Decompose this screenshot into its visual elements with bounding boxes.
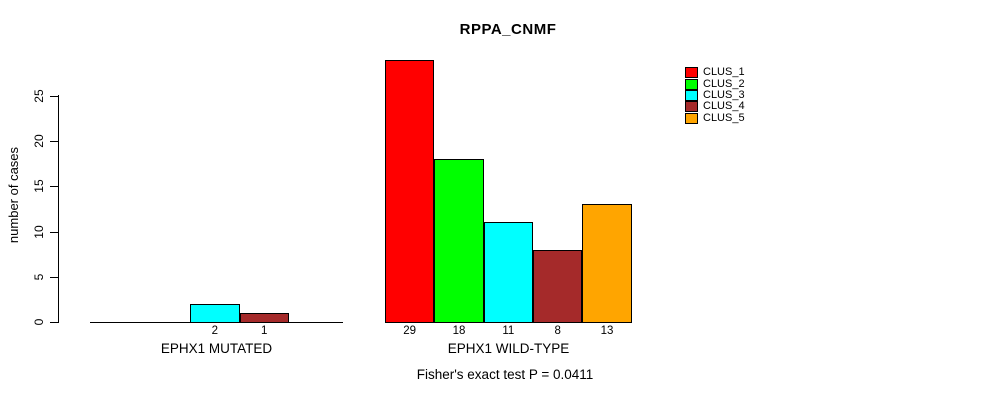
y-axis-tick-20 bbox=[50, 141, 58, 142]
bar-count-clus-5-ephx1-wild-type: 13 bbox=[600, 325, 614, 337]
bar-clus-2-ephx1-wild-type bbox=[434, 159, 484, 323]
legend-row-clus-2: CLUS_2 bbox=[685, 77, 745, 90]
y-tick-label-10: 10 bbox=[32, 224, 46, 239]
bar-count-clus-3-ephx1-mutated: 2 bbox=[211, 325, 219, 337]
bar-count-clus-1-ephx1-wild-type: 29 bbox=[403, 325, 417, 337]
y-axis-tick-5 bbox=[50, 276, 58, 278]
bar-count-clus-4-ephx1-wild-type: 8 bbox=[554, 325, 561, 337]
y-tick-label-5: 5 bbox=[32, 273, 46, 281]
bar-clus-5-ephx1-wild-type bbox=[582, 204, 632, 323]
bar-count-clus-4-ephx1-mutated: 1 bbox=[261, 325, 268, 337]
y-axis-title: number of cases bbox=[6, 146, 21, 244]
group-label-ephx1-wild-type: EPHX1 WILD-TYPE bbox=[447, 341, 570, 356]
legend-row-clus-4: CLUS_4 bbox=[685, 100, 745, 113]
legend-swatch-clus-1 bbox=[685, 67, 698, 79]
legend: CLUS_1 CLUS_2 CLUS_3 CLUS_4 CLUS_5 bbox=[685, 67, 745, 124]
bar-clus-4-ephx1-mutated bbox=[239, 312, 289, 323]
legend-label-clus-2: CLUS_2 bbox=[703, 77, 745, 90]
y-tick-label-0: 0 bbox=[32, 318, 46, 326]
chart-title: RPPA_CNMF bbox=[459, 21, 557, 38]
legend-swatch-clus-4 bbox=[685, 101, 698, 113]
legend-label-clus-4: CLUS_4 bbox=[703, 100, 745, 113]
legend-row-clus-1: CLUS_1 bbox=[685, 66, 745, 79]
bar-count-clus-3-ephx1-wild-type: 11 bbox=[502, 325, 515, 337]
legend-swatch-clus-3 bbox=[685, 89, 698, 101]
y-tick-label-20: 20 bbox=[32, 134, 46, 148]
legend-label-clus-1: CLUS_1 bbox=[703, 66, 745, 79]
bar-clus-3-ephx1-mutated bbox=[190, 303, 240, 323]
y-axis-tick-10 bbox=[50, 231, 58, 233]
y-tick-label-15: 15 bbox=[32, 179, 46, 193]
legend-label-clus-3: CLUS_3 bbox=[703, 88, 745, 101]
y-tick-label-25: 25 bbox=[32, 89, 46, 103]
legend-row-clus-5: CLUS_5 bbox=[685, 111, 745, 124]
group-label-ephx1-mutated: EPHX1 MUTATED bbox=[160, 341, 273, 356]
y-axis-line bbox=[58, 95, 59, 323]
y-axis-tick-25 bbox=[50, 95, 58, 97]
legend-swatch-clus-2 bbox=[685, 78, 698, 90]
y-axis-tick-15 bbox=[50, 186, 58, 188]
legend-row-clus-3: CLUS_3 bbox=[685, 88, 745, 101]
legend-swatch-clus-5 bbox=[685, 112, 698, 124]
fisher-test-annotation: Fisher's exact test P = 0.0411 bbox=[416, 367, 594, 382]
bar-clus-4-ephx1-wild-type bbox=[533, 249, 583, 323]
bar-clus-1-ephx1-wild-type bbox=[385, 59, 435, 323]
bar-count-clus-2-ephx1-wild-type: 18 bbox=[452, 325, 466, 337]
y-axis-tick-0 bbox=[50, 322, 58, 323]
bar-clus-3-ephx1-wild-type bbox=[483, 222, 534, 323]
legend-label-clus-5: CLUS_5 bbox=[703, 111, 745, 124]
